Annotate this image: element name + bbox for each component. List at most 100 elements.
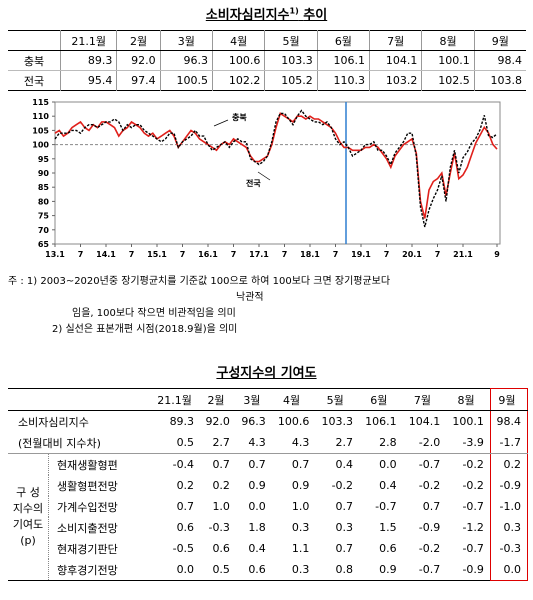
y-tick-label: 110	[32, 112, 49, 121]
cell: 0.9	[291, 479, 310, 492]
cell: 106.1	[365, 415, 397, 428]
data-row: 구 성 지수의 기여도 (p) 현재생활형편 -0.4 0.7 0.7 0.7 0.4 0.0 -0.…	[8, 453, 529, 581]
cell: 104.1	[408, 415, 441, 428]
cell: 0.5	[212, 563, 230, 576]
cell: -0.9	[418, 521, 441, 534]
cell: -0.4	[172, 458, 195, 471]
cell: -0.3	[208, 521, 230, 534]
cell: 0.9	[248, 479, 266, 492]
column-header: 9월	[489, 388, 529, 411]
cell: -0.5	[172, 542, 195, 555]
title-rest: 추이	[303, 8, 328, 23]
cell: 0.6	[176, 521, 195, 534]
cell: 110.3	[316, 70, 370, 91]
row-label: 현재경기판단	[57, 542, 118, 556]
column-header: 2월	[200, 388, 236, 411]
section-title: 구성지수의 기여도	[216, 366, 317, 381]
cell: 0.7	[212, 458, 230, 471]
data-row: 향후경기전망 0.0 0.5 0.6 0.3 0.8 0.9 -0.7 -0.9 0.0	[8, 559, 529, 581]
x-tick-label: 16.1	[198, 250, 218, 259]
y-tick-label: 100	[32, 141, 49, 150]
cell: 105.2	[264, 70, 318, 91]
x-tick-label: 18.1	[300, 250, 320, 259]
cell: -0.9	[462, 563, 484, 576]
cell: 0.6	[212, 542, 230, 555]
cell: -1.2	[462, 521, 484, 534]
cell: 0.2	[176, 479, 195, 492]
cell: 2.8	[359, 432, 403, 454]
column-header: 6월	[359, 388, 403, 411]
cell: 0.6	[379, 542, 397, 555]
cell: 1.0	[291, 500, 310, 513]
data-row: 소비지출전망 0.6 -0.3 1.8 0.3 0.3 1.5 -0.9 -1.2 0.3	[8, 517, 529, 538]
corner-cell	[8, 388, 153, 411]
cell: 106.1	[316, 50, 370, 71]
row-label: 생활형편전망	[57, 479, 118, 493]
cell: 100.1	[452, 415, 484, 428]
x-tick-label: 7	[435, 250, 441, 259]
cell: -3.9	[446, 432, 491, 454]
y-tick-label: 95	[38, 155, 50, 164]
y-tick-label: 90	[38, 169, 50, 178]
summary-row: 소비자심리지수 89.3 92.0 96.3 100.6 103.3 106.1 104.1 1…	[8, 410, 529, 432]
data-row: 현재경기판단 -0.5 0.6 0.4 1.1 0.7 0.6 -0.2 -0.7 -0.3	[8, 538, 529, 559]
cell: 103.8	[473, 70, 526, 91]
cell: 0.0	[248, 500, 266, 513]
cell: 2.7	[200, 432, 236, 454]
header-row: 21.1월 2월 3월 4월 5월 6월 7월 8월 9월	[8, 30, 526, 51]
cell: -0.7	[418, 458, 441, 471]
group-label-line: 지수의	[12, 502, 44, 515]
cell: 95.4	[59, 70, 117, 91]
cell: 100.1	[421, 50, 475, 71]
column-header: 5월	[264, 30, 318, 51]
cell: -1.7	[489, 432, 529, 454]
cell: 0.7	[422, 500, 441, 513]
cell: 4.3	[235, 432, 272, 454]
cell: 0.7	[335, 542, 354, 555]
cell: -0.2	[418, 542, 441, 555]
data-row: 전국 95.4 97.4 100.5 102.2 105.2 110.3 103.2 102.5…	[8, 70, 526, 91]
y-tick-label: 80	[38, 197, 50, 206]
row-label: 전국	[23, 74, 45, 88]
cell: 4.3	[271, 432, 316, 454]
x-tick-label: 15.1	[147, 250, 167, 259]
cell: 102.5	[421, 70, 475, 91]
x-tick-label: 7	[231, 250, 237, 259]
x-tick-label: 7	[129, 250, 135, 259]
cell: 1.5	[379, 521, 397, 534]
note: 주 : 1) 2003~2020년중 장기평균치를 기준값 100으로 하여 1…	[8, 276, 391, 287]
group-label-line: 기여도	[12, 518, 44, 531]
row-label: 가계수입전망	[57, 500, 118, 514]
cell: 0.4	[335, 458, 354, 471]
cell: 0.3	[489, 517, 529, 538]
cell: 1.0	[212, 500, 230, 513]
column-header: 7월	[369, 30, 422, 51]
x-tick-label: 13.1	[45, 250, 65, 259]
cell: 0.0	[379, 458, 397, 471]
label-leader	[213, 119, 229, 127]
cell: 100.6	[212, 50, 265, 71]
cell: -2.0	[402, 432, 447, 454]
header-row: 21.1월 2월 3월 4월 5월 6월 7월 8월 9월	[8, 388, 529, 411]
column-header: 21.1월	[59, 30, 117, 51]
corner-cell	[8, 30, 61, 51]
cell: 92.0	[205, 415, 230, 428]
cell: 0.8	[335, 563, 354, 576]
column-header: 3월	[159, 30, 213, 51]
cell: 98.4	[473, 50, 526, 71]
cell: -0.7	[375, 500, 397, 513]
note: 낙관적	[236, 292, 264, 303]
y-tick-label: 75	[38, 212, 50, 221]
cell: 103.3	[264, 50, 318, 71]
x-tick-label: 21.1	[453, 250, 473, 259]
cell: -1.0	[489, 496, 529, 517]
x-tick-label: 7	[180, 250, 186, 259]
data-row: 가계수입전망 0.7 1.0 0.0 1.0 0.7 -0.7 0.7 -0.7 -1.0	[8, 496, 529, 517]
cell: -0.3	[489, 538, 529, 559]
cell: 100.5	[159, 70, 213, 91]
cell: 89.3	[59, 50, 117, 71]
cell: -0.7	[462, 542, 484, 555]
x-tick-label: 7	[282, 250, 288, 259]
cell: 104.1	[369, 50, 422, 71]
